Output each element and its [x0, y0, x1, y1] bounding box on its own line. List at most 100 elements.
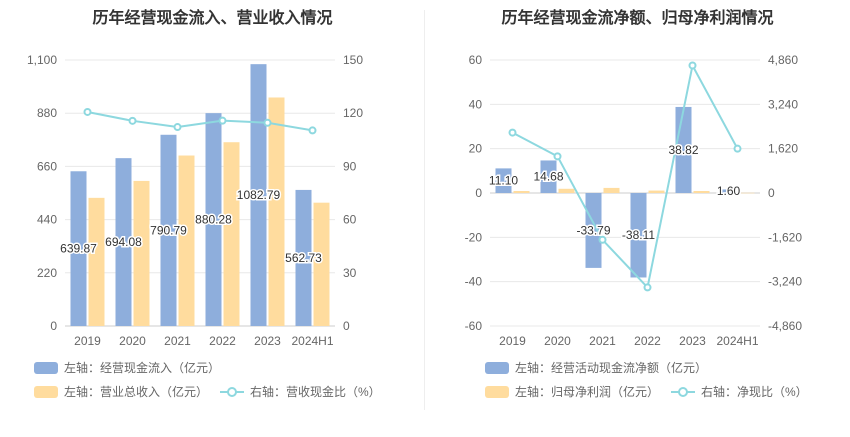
bar-primary — [630, 193, 647, 278]
legend-label: 左轴：经营现金流入（亿元） — [64, 361, 221, 375]
bar-data-label: 11.10 — [489, 174, 518, 188]
legend-swatch — [34, 385, 58, 398]
y-left-tick-label: 220 — [37, 266, 57, 280]
bar-data-label: 562.73 — [285, 251, 322, 265]
x-tick-label: 2023 — [254, 334, 281, 348]
x-tick-label: 2020 — [119, 334, 146, 348]
legend-item-revenue-cash-ratio[interactable]: 右轴：营收现金比（%） — [220, 383, 381, 400]
bar-primary — [115, 158, 132, 326]
y-right-tick-label: 0 — [768, 186, 775, 200]
bar-secondary — [223, 142, 240, 326]
chart-title: 历年经营现金流净额、归母净利润情况 — [501, 10, 774, 27]
bar-secondary — [313, 202, 330, 326]
bar-primary — [205, 113, 222, 326]
legend-swatch — [485, 361, 509, 374]
y-right-tick-label: 4,860 — [768, 53, 798, 67]
chart-plot-net-cashflow-profit: -60 -40 -20 0 20 40 60 -4,860 -3,240 -1,620 0 1,620… — [465, 53, 803, 348]
y-left-tick-label: 1,100 — [27, 53, 57, 67]
y-right-tick-label: 120 — [343, 106, 363, 120]
y-right-tick-label: -4,860 — [768, 319, 802, 333]
ratio-point — [688, 61, 697, 70]
bar-primary — [250, 64, 267, 327]
x-tick-label: 2019 — [74, 334, 101, 348]
bar-secondary — [648, 190, 665, 193]
ratio-point — [643, 283, 652, 292]
legend-swatch — [485, 385, 509, 398]
chart-title: 历年经营现金流入、营业收入情况 — [92, 10, 333, 27]
y-left-tick-label: 0 — [475, 186, 482, 200]
legend-item-cash-inflow[interactable]: 左轴：经营现金流入（亿元） — [34, 359, 220, 376]
y-right-tick-label: 3,240 — [768, 97, 798, 111]
x-tick-label: 2020 — [544, 334, 571, 348]
ratio-point — [308, 126, 317, 135]
bar-secondary — [88, 197, 105, 326]
y-right-tick-label: -1,620 — [768, 230, 802, 244]
y-left-tick-label: -60 — [465, 319, 483, 333]
bar-data-label: 790.79 — [150, 223, 187, 237]
bar-secondary — [133, 180, 150, 326]
bar-primary — [540, 160, 557, 193]
legend-label: 左轴：经营活动现金流净额（亿元） — [515, 361, 708, 375]
x-tick-label: 2021 — [164, 334, 191, 348]
bar-data-label: -33.79 — [576, 223, 610, 237]
legend-line-swatch — [220, 386, 244, 398]
ratio-line — [512, 62, 739, 290]
y-left-tick-label: 20 — [469, 142, 483, 156]
chart-panel-cashflow-revenue: 历年经营现金流入、营业收入情况 0 220 440 660 880 1,100 0 30 60 9… — [27, 10, 381, 400]
y-left-tick-label: -40 — [465, 275, 483, 289]
legend-item-revenue[interactable]: 左轴：营业总收入（亿元） — [34, 383, 208, 400]
bar-secondary — [693, 191, 710, 193]
legend-item-net-profit[interactable]: 左轴：归母净利润（亿元） — [485, 383, 659, 400]
panel-divider — [424, 10, 425, 410]
bar-secondary — [268, 97, 285, 327]
x-tick-label: 2019 — [499, 334, 526, 348]
y-left-tick-label: 440 — [37, 213, 57, 227]
bar-data-label: -38.11 — [622, 228, 655, 242]
chart-panel-net-cashflow-profit: 历年经营现金流净额、归母净利润情况 -60 -40 -20 0 20 40 60 -4,860… — [425, 0, 850, 437]
bar-secondary — [603, 187, 620, 193]
x-tick-label: 2022 — [209, 334, 236, 348]
y-right-tick-label: 30 — [343, 266, 357, 280]
ratio-line — [87, 110, 313, 132]
ratio-point — [553, 152, 562, 161]
x-tick-label: 2022 — [634, 334, 661, 348]
legend-swatch — [34, 361, 58, 374]
bar-data-label: 1082.79 — [237, 188, 281, 202]
legend-label: 左轴：归母净利润（亿元） — [515, 385, 660, 399]
bar-data-label: 880.28 — [195, 213, 232, 227]
y-right-tick-label: 150 — [343, 53, 363, 67]
y-left-tick-label: 60 — [469, 53, 483, 67]
bar-secondary — [738, 192, 755, 194]
bar-secondary — [178, 155, 195, 326]
y-right-tick-label: 60 — [343, 213, 357, 227]
bar-data-label: 14.68 — [533, 170, 563, 184]
y-right-tick-label: -3,240 — [768, 275, 802, 289]
x-tick-label: 2024H1 — [291, 334, 333, 348]
x-tick-label: 2021 — [589, 334, 616, 348]
x-tick-label: 2024H1 — [716, 334, 758, 348]
bar-primary — [720, 189, 737, 193]
legend-item-net-cash-ratio[interactable]: 右轴：净现比（%） — [671, 383, 808, 400]
bar-primary — [585, 193, 602, 268]
ratio-point — [598, 235, 607, 244]
bar-secondary — [513, 191, 530, 193]
legend-item-net-cashflow[interactable]: 左轴：经营活动现金流净额（亿元） — [485, 359, 707, 376]
bar-primary — [295, 189, 312, 326]
bar-primary — [495, 168, 512, 193]
legend-label: 左轴：营业总收入（亿元） — [64, 385, 209, 399]
bar-primary — [70, 171, 87, 326]
ratio-point — [173, 123, 182, 132]
legend-label: 右轴：营收现金比（%） — [250, 385, 381, 399]
bar-data-label: 1.60 — [717, 184, 741, 198]
y-right-tick-label: 90 — [343, 159, 357, 173]
y-left-tick-label: 880 — [37, 106, 57, 120]
y-right-tick-label: 1,620 — [768, 142, 798, 156]
ratio-point — [128, 116, 137, 125]
x-tick-label: 2023 — [679, 334, 706, 348]
bar-primary — [160, 134, 177, 326]
bar-data-label: 694.08 — [105, 235, 142, 249]
ratio-point — [508, 128, 517, 137]
bar-data-label: 38.82 — [668, 143, 698, 157]
y-left-tick-label: 660 — [37, 159, 57, 173]
legend-line-swatch — [671, 386, 695, 398]
